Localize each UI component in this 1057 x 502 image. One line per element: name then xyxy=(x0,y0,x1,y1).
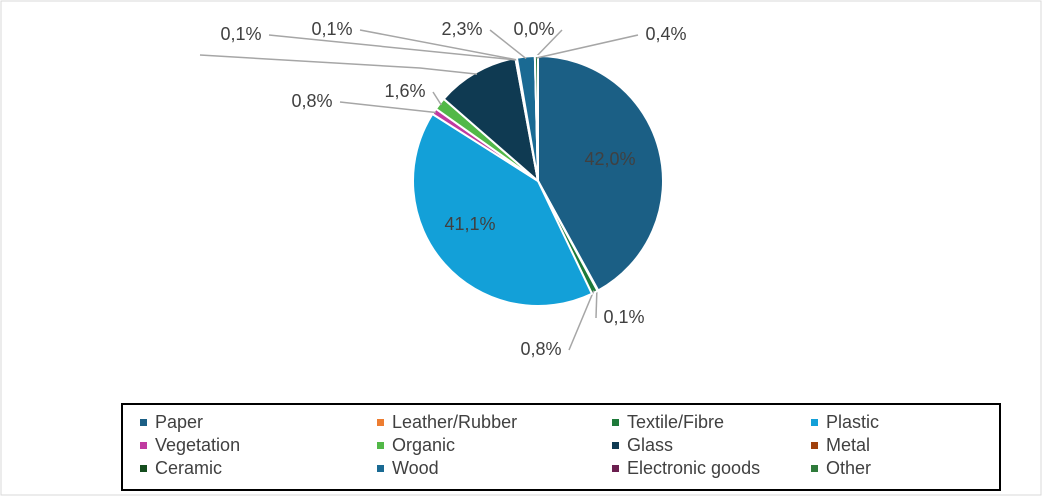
pie-slice xyxy=(537,54,664,292)
legend-label: Plastic xyxy=(826,412,879,432)
legend-frame xyxy=(121,403,1001,491)
legend-swatch xyxy=(612,442,619,449)
leader-line xyxy=(568,290,595,351)
legend-swatch xyxy=(811,419,818,426)
data-label: 0,8% xyxy=(520,339,561,359)
legend-swatch xyxy=(612,419,619,426)
leader-line xyxy=(536,34,639,59)
legend-label: Ceramic xyxy=(155,458,222,478)
legend-label: Metal xyxy=(826,435,870,455)
legend-swatch xyxy=(811,465,818,472)
legend-label: Glass xyxy=(627,435,673,455)
leader-line xyxy=(339,101,436,114)
legend-swatch xyxy=(140,465,147,472)
legend-swatch xyxy=(377,419,384,426)
pie-slice xyxy=(533,54,539,182)
leader-line xyxy=(432,91,442,106)
legend-label: Electronic goods xyxy=(627,458,760,478)
legend-swatch xyxy=(140,419,147,426)
data-label: 42,0% xyxy=(584,149,635,169)
legend-label: Paper xyxy=(155,412,203,432)
data-label: 0,4% xyxy=(645,24,686,44)
leader-line xyxy=(489,29,527,60)
leader-line xyxy=(268,34,517,61)
legend-swatch xyxy=(140,442,147,449)
legend-label: Wood xyxy=(392,458,439,478)
leader-line xyxy=(359,29,517,61)
legend-swatch xyxy=(377,442,384,449)
data-label: 2,3% xyxy=(441,19,482,39)
legend-swatch xyxy=(612,465,619,472)
legend-label: Organic xyxy=(392,435,455,455)
pie-slice xyxy=(412,112,594,307)
leader-line xyxy=(595,288,598,319)
legend-label: Vegetation xyxy=(155,435,240,455)
leader-line xyxy=(199,54,478,75)
legend-label: Leather/Rubber xyxy=(392,412,517,432)
legend-swatch xyxy=(811,442,818,449)
data-label: 41,1% xyxy=(444,214,495,234)
legend-label: Other xyxy=(826,458,871,478)
data-label: 0,1% xyxy=(603,307,644,327)
legend-label: Textile/Fibre xyxy=(627,412,724,432)
data-label: 0,0% xyxy=(513,19,554,39)
leader-line xyxy=(534,29,563,59)
legend-swatch xyxy=(377,465,384,472)
data-label: 0,8% xyxy=(291,91,332,111)
data-label: 1,6% xyxy=(384,81,425,101)
data-label: 0,1% xyxy=(311,19,352,39)
data-label: 0,1% xyxy=(220,24,261,44)
